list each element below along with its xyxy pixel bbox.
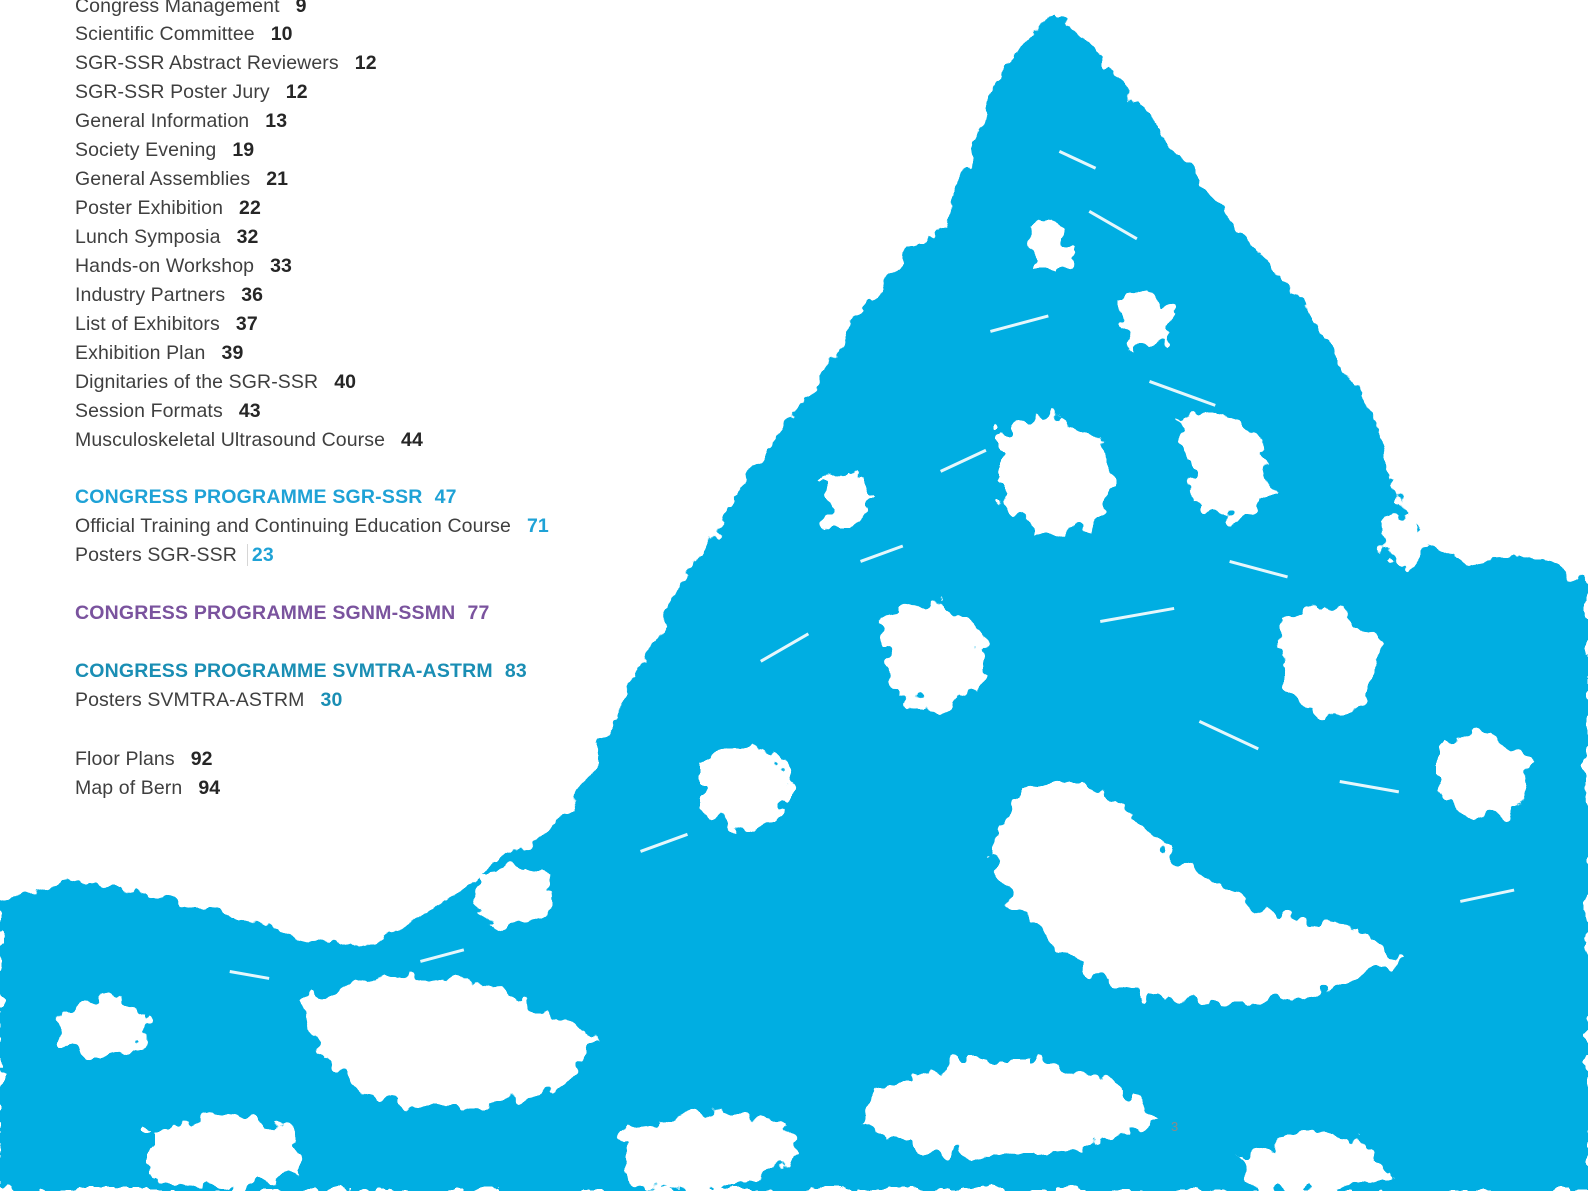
toc-item[interactable]: List of Exhibitors 37 [75, 313, 258, 335]
toc-item[interactable]: Congress Management 9 [75, 0, 307, 17]
toc-item[interactable]: General Assemblies 21 [75, 168, 289, 190]
section-heading-sgr-ssr[interactable]: CONGRESS PROGRAMME SGR-SSR 47 [75, 486, 457, 508]
section-heading-sgnm-ssmn[interactable]: CONGRESS PROGRAMME SGNM-SSMN 77 [75, 602, 490, 624]
toc-item[interactable]: Posters SGR-SSR 23 [75, 544, 274, 566]
toc-item[interactable]: Exhibition Plan 39 [75, 342, 244, 364]
toc-item[interactable]: Poster Exhibition 22 [75, 197, 261, 219]
toc-item[interactable]: Map of Bern 94 [75, 777, 221, 799]
toc-item[interactable]: Official Training and Continuing Educati… [75, 515, 549, 537]
toc-item[interactable]: Musculoskeletal Ultrasound Course 44 [75, 429, 423, 451]
page-number: 3 [1171, 1119, 1179, 1134]
toc-item[interactable]: Posters SVMTRA-ASTRM 30 [75, 689, 343, 711]
toc-item[interactable]: Dignitaries of the SGR-SSR 40 [75, 371, 357, 393]
toc-item[interactable]: Session Formats 43 [75, 400, 261, 422]
section-heading-svmtra-astrm[interactable]: CONGRESS PROGRAMME SVMTRA-ASTRM 83 [75, 660, 527, 682]
toc-item[interactable]: SGR-SSR Poster Jury 12 [75, 81, 308, 103]
toc-item[interactable]: Society Evening 19 [75, 139, 255, 161]
toc-item[interactable]: SGR-SSR Abstract Reviewers 12 [75, 52, 377, 74]
toc-item[interactable]: Lunch Symposia 32 [75, 226, 259, 248]
toc-item[interactable]: General Information 13 [75, 110, 288, 132]
toc-item[interactable]: Scientific Committee 10 [75, 23, 293, 45]
toc-item[interactable]: Floor Plans 92 [75, 748, 213, 770]
toc-item[interactable]: Hands-on Workshop 33 [75, 255, 292, 277]
toc-item[interactable]: Industry Partners 36 [75, 284, 264, 306]
